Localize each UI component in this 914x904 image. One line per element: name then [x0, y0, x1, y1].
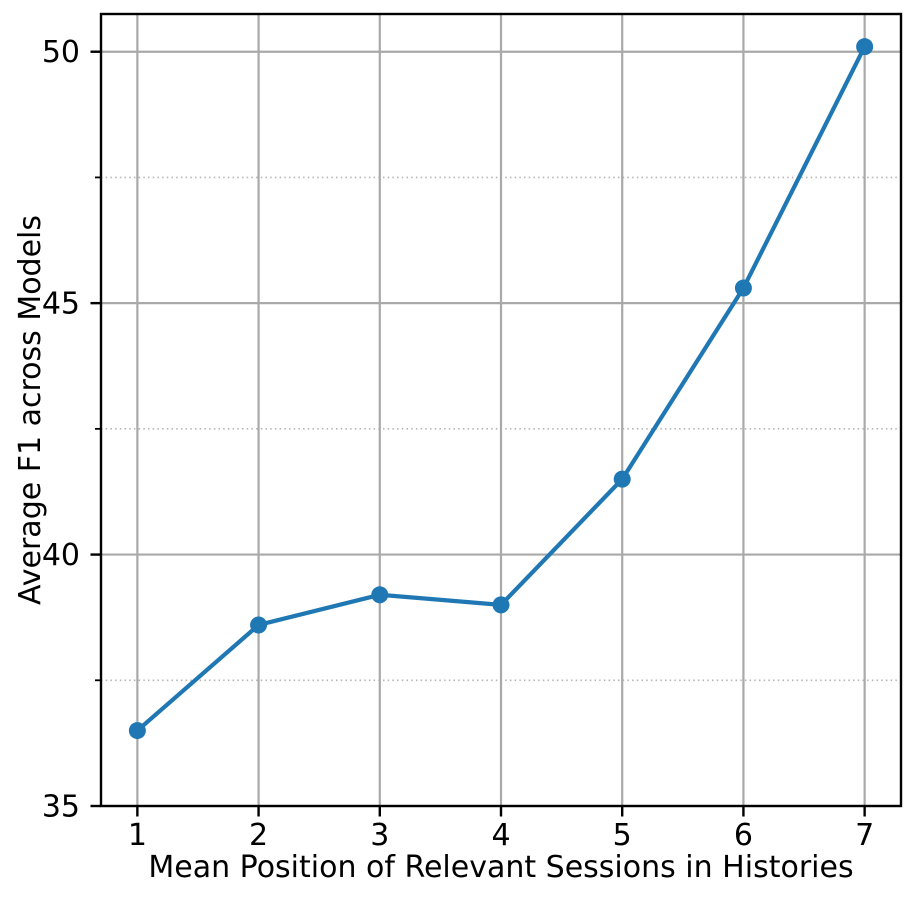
x-tick-label: 7 [855, 818, 874, 853]
y-tick-label: 50 [42, 35, 80, 70]
data-point [856, 38, 874, 56]
x-tick-label: 1 [128, 818, 147, 853]
data-point [492, 596, 510, 614]
x-axis-label: Mean Position of Relevant Sessions in Hi… [148, 850, 853, 885]
x-tick-label: 3 [370, 818, 389, 853]
x-tick-label: 2 [249, 818, 268, 853]
x-tick-label: 5 [613, 818, 632, 853]
y-tick-label: 40 [42, 538, 80, 573]
data-point [613, 470, 631, 488]
y-axis-label: Average F1 across Models [13, 215, 48, 605]
data-point [250, 616, 268, 634]
data-point [734, 279, 752, 297]
x-tick-label: 4 [491, 818, 510, 853]
y-tick-label: 35 [42, 790, 80, 825]
data-point [128, 722, 146, 740]
x-tick-label: 6 [734, 818, 753, 853]
data-point [371, 586, 389, 604]
y-tick-label: 45 [42, 287, 80, 322]
